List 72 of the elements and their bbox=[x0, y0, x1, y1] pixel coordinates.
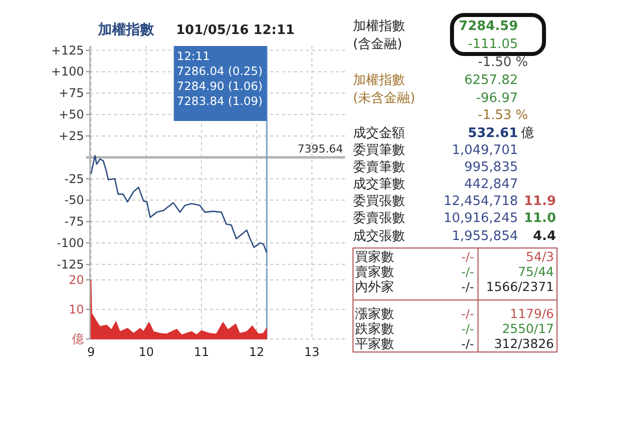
x-tick-label: 11 bbox=[194, 345, 210, 359]
text: 2550/17 bbox=[502, 321, 554, 336]
annotation: 7283.84 (1.09) bbox=[176, 94, 263, 108]
y-tick-label: +75 bbox=[58, 86, 84, 100]
y-tick-label: -100 bbox=[56, 236, 84, 250]
annotation: 7286.04 (0.25) bbox=[176, 64, 263, 78]
text: 11.9 bbox=[524, 194, 556, 209]
text: -/- bbox=[461, 265, 474, 279]
x-tick-label: 13 bbox=[304, 345, 320, 359]
text: 成交筆數 bbox=[353, 176, 405, 192]
y-tick-label: -125 bbox=[56, 257, 84, 272]
text: 買家數 bbox=[355, 249, 394, 265]
text: 995,835 bbox=[464, 160, 518, 175]
text: 532.61 bbox=[468, 126, 518, 141]
y-tick-label: +100 bbox=[51, 64, 84, 79]
x-tick-label: 9 bbox=[87, 345, 95, 359]
text: -/- bbox=[461, 280, 474, 294]
annotation: 7395.64 bbox=[298, 142, 343, 156]
text: 成交張數 bbox=[353, 228, 405, 244]
text: -/- bbox=[461, 337, 474, 351]
text: -/- bbox=[461, 322, 474, 336]
text: 加權指數 bbox=[353, 19, 405, 34]
text: -1.50 % bbox=[478, 55, 528, 70]
text: 312/3826 bbox=[494, 336, 554, 351]
y-tick-label: 20 bbox=[68, 272, 84, 287]
text: 6257.82 bbox=[464, 73, 518, 88]
y-tick-label: +50 bbox=[58, 108, 84, 122]
text: 加權指數 bbox=[353, 73, 405, 88]
text: 1179/6 bbox=[510, 306, 554, 321]
text: 漲家數 bbox=[355, 306, 394, 322]
text: -96.97 bbox=[476, 91, 518, 106]
y-tick-label: -50 bbox=[64, 193, 84, 208]
chart-subtitle: 101/05/16 12:11 bbox=[176, 23, 295, 38]
text: 12,454,718 bbox=[444, 194, 518, 209]
text: 4.4 bbox=[532, 229, 556, 244]
text: 賣家數 bbox=[355, 264, 394, 280]
text: -1.53 % bbox=[478, 108, 528, 123]
y-tick-label: -75 bbox=[64, 214, 84, 229]
text: 1,955,854 bbox=[452, 229, 518, 244]
annotation: 7284.90 (1.06) bbox=[176, 79, 263, 93]
text: 10,916,245 bbox=[444, 211, 518, 226]
text: -111.05 bbox=[468, 37, 518, 52]
text: 內外家 bbox=[355, 279, 394, 295]
text: 1,049,701 bbox=[452, 143, 518, 158]
annotation: 12:11 bbox=[176, 49, 210, 63]
y-tick-label: +25 bbox=[58, 128, 84, 143]
y-tick-label: -25 bbox=[64, 172, 84, 186]
text: (含金融) bbox=[353, 37, 402, 52]
text: 75/44 bbox=[518, 264, 554, 279]
text: 54/3 bbox=[526, 249, 554, 264]
text: 平家數 bbox=[355, 336, 394, 352]
x-tick-label: 12 bbox=[249, 345, 264, 359]
text: 成交金額 bbox=[353, 125, 405, 141]
text: 億 bbox=[521, 126, 534, 141]
line-series bbox=[90, 154, 268, 254]
text: 1566/2371 bbox=[486, 279, 554, 294]
text: (未含金融) bbox=[353, 91, 416, 106]
chart-title: 加權指數 bbox=[97, 22, 155, 38]
x-tick-label: 10 bbox=[138, 345, 154, 359]
text: -/- bbox=[461, 250, 474, 264]
y-tick-label: 10 bbox=[68, 302, 84, 316]
text: 7284.59 bbox=[458, 19, 518, 34]
text: -/- bbox=[461, 307, 474, 321]
text: 委賣筆數 bbox=[353, 160, 405, 175]
y-tick-label: 億 bbox=[72, 332, 84, 346]
text: 442,847 bbox=[464, 177, 518, 192]
text: 11.0 bbox=[524, 211, 556, 226]
text: 跌家數 bbox=[355, 321, 394, 337]
text: 委賣張數 bbox=[353, 211, 405, 226]
text: 委買筆數 bbox=[353, 143, 405, 158]
text: 委買張數 bbox=[353, 194, 405, 209]
y-tick-label: +125 bbox=[51, 43, 84, 58]
